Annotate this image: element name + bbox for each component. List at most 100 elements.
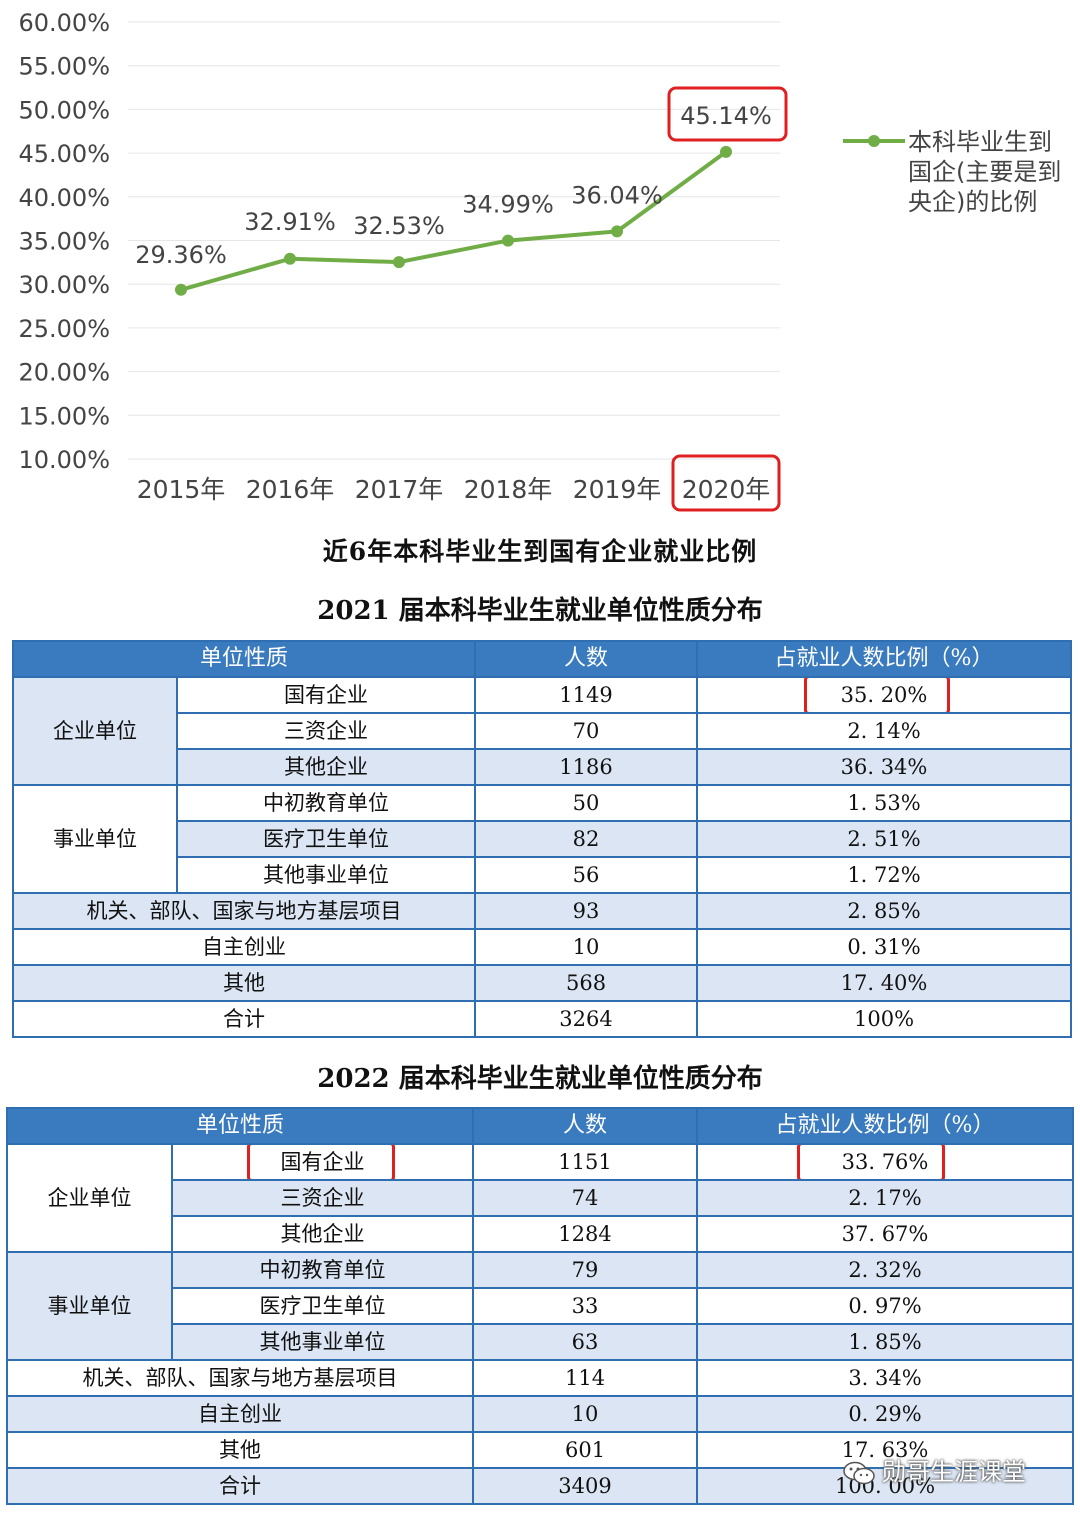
row-count: 63 — [472, 1323, 699, 1361]
row-label: 医疗卫生单位 — [175, 820, 477, 858]
data-point — [502, 234, 514, 247]
row-label: 中初教育单位 — [175, 784, 477, 822]
row-ratio: 36. 34% — [696, 748, 1072, 786]
data-point — [720, 145, 732, 158]
row-count: 601 — [472, 1431, 699, 1469]
data-label: 32.53% — [353, 212, 445, 240]
row-label: 其他企业 — [175, 748, 477, 786]
row-label: 国有企业 — [175, 676, 477, 714]
data-label: 29.36% — [135, 241, 227, 269]
highlight-box — [804, 679, 951, 711]
x-tick-label: 2017年 — [355, 475, 444, 504]
row-label: 其他 — [5, 1431, 475, 1469]
row-count: 33 — [472, 1287, 699, 1325]
wechat-icon — [843, 1461, 875, 1485]
row-ratio: 2. 17% — [696, 1179, 1074, 1217]
row-ratio: 35. 20% — [840, 683, 928, 707]
row-label-highlighted: 国有企业 — [170, 1143, 475, 1181]
row-ratio-total: 100% — [696, 1000, 1072, 1038]
row-label: 医疗卫生单位 — [170, 1287, 475, 1325]
x-tick-label: 2018年 — [464, 475, 553, 504]
row-count: 1151 — [472, 1143, 699, 1181]
x-tick-label: 2016年 — [246, 475, 335, 504]
header-unit-type: 单位性质 — [5, 1107, 475, 1145]
y-tick-label: 55.00% — [18, 53, 110, 81]
y-tick-label: 20.00% — [18, 359, 110, 387]
line-chart: 10.00% 15.00% 20.00% 25.00% 30.00% 35.00% 40.0… — [18, 9, 1061, 512]
row-ratio: 2. 14% — [696, 712, 1072, 750]
row-label: 机关、部队、国家与地方基层项目 — [5, 1359, 475, 1397]
header-count: 人数 — [474, 640, 699, 678]
row-label: 自主创业 — [11, 928, 477, 966]
chart-caption: 近6年本科毕业生到国有企业就业比例 — [322, 537, 758, 566]
row-count: 114 — [472, 1359, 699, 1397]
group-enterprise: 企业单位 — [6, 1143, 173, 1253]
table-2022-title: 2022 届本科毕业生就业单位性质分布 — [317, 1064, 763, 1094]
row-count: 568 — [474, 964, 699, 1002]
data-point — [284, 252, 296, 265]
data-point — [611, 225, 623, 238]
row-count: 1284 — [472, 1215, 699, 1253]
group-institution: 事业单位 — [12, 784, 178, 894]
y-tick-label: 25.00% — [18, 315, 110, 343]
header-unit-type: 单位性质 — [11, 640, 477, 678]
row-ratio: 2. 51% — [696, 820, 1072, 858]
y-tick-label: 30.00% — [18, 271, 110, 299]
row-label: 其他企业 — [170, 1215, 475, 1253]
row-label: 其他事业单位 — [175, 856, 477, 894]
row-label: 中初教育单位 — [170, 1251, 475, 1289]
row-ratio: 3. 34% — [696, 1359, 1074, 1397]
row-ratio: 17. 63% — [696, 1431, 1074, 1469]
table-2021-title: 2021 届本科毕业生就业单位性质分布 — [317, 596, 763, 626]
row-ratio: 17. 40% — [696, 964, 1072, 1002]
legend-label-line: 央企)的比例 — [908, 188, 1037, 216]
header-ratio: 占就业人数比例（%） — [696, 640, 1072, 678]
data-label: 32.91% — [244, 208, 336, 236]
y-tick-label: 35.00% — [18, 228, 110, 256]
row-ratio: 2. 85% — [696, 892, 1072, 930]
row-count-total: 3409 — [472, 1467, 699, 1505]
data-point — [175, 283, 187, 296]
row-label: 其他 — [11, 964, 477, 1002]
table-2021: 单位性质 人数 占就业人数比例（%） 企业单位 国有企业 1149 35. 20… — [11, 640, 1072, 1038]
y-tick-label: 15.00% — [18, 402, 110, 430]
row-ratio: 0. 29% — [696, 1395, 1074, 1433]
row-count: 79 — [472, 1251, 699, 1289]
y-tick-label: 60.00% — [18, 9, 110, 37]
row-ratio: 1. 72% — [696, 856, 1072, 894]
row-count: 56 — [474, 856, 699, 894]
legend-label-line: 本科毕业生到 — [908, 128, 1052, 156]
series-line — [180, 150, 728, 292]
x-tick-label: 2019年 — [573, 475, 662, 504]
row-count: 1186 — [474, 748, 699, 786]
row-count: 10 — [472, 1395, 699, 1433]
row-ratio: 0. 31% — [696, 928, 1072, 966]
data-label: 45.14% — [680, 102, 772, 130]
legend-label: 本科毕业生到国企(主要是到央企)的比例 — [908, 128, 1061, 216]
highlight-box — [797, 1146, 946, 1178]
row-label: 机关、部队、国家与地方基层项目 — [11, 892, 477, 930]
x-tick-label: 2015年 — [137, 475, 226, 504]
highlight-box-year — [671, 454, 781, 512]
header-count: 人数 — [472, 1107, 699, 1145]
group-enterprise: 企业单位 — [12, 676, 178, 786]
row-ratio: 0. 97% — [696, 1287, 1074, 1325]
highlight-box — [247, 1146, 395, 1178]
row-label: 自主创业 — [5, 1395, 475, 1433]
row-label-total: 合计 — [5, 1467, 475, 1505]
row-count: 93 — [474, 892, 699, 930]
row-ratio-highlighted: 35. 20% — [696, 676, 1072, 714]
row-label: 三资企业 — [175, 712, 477, 750]
table-2022: 单位性质 人数 占就业人数比例（%） 企业单位 国有企业 1151 33. 76… — [5, 1107, 1074, 1505]
row-ratio: 2. 32% — [696, 1251, 1074, 1289]
row-count-total: 3264 — [474, 1000, 699, 1038]
watermark-text: 勋哥生涯课堂 — [882, 1458, 1026, 1486]
row-label: 其他事业单位 — [170, 1323, 475, 1361]
row-count: 1149 — [474, 676, 699, 714]
data-label: 34.99% — [462, 191, 554, 219]
legend-label-line: 国企(主要是到 — [908, 158, 1061, 186]
group-institution: 事业单位 — [6, 1251, 173, 1361]
row-count: 70 — [474, 712, 699, 750]
row-ratio: 1. 53% — [696, 784, 1072, 822]
x-tick-label: 2020年 — [682, 475, 771, 504]
